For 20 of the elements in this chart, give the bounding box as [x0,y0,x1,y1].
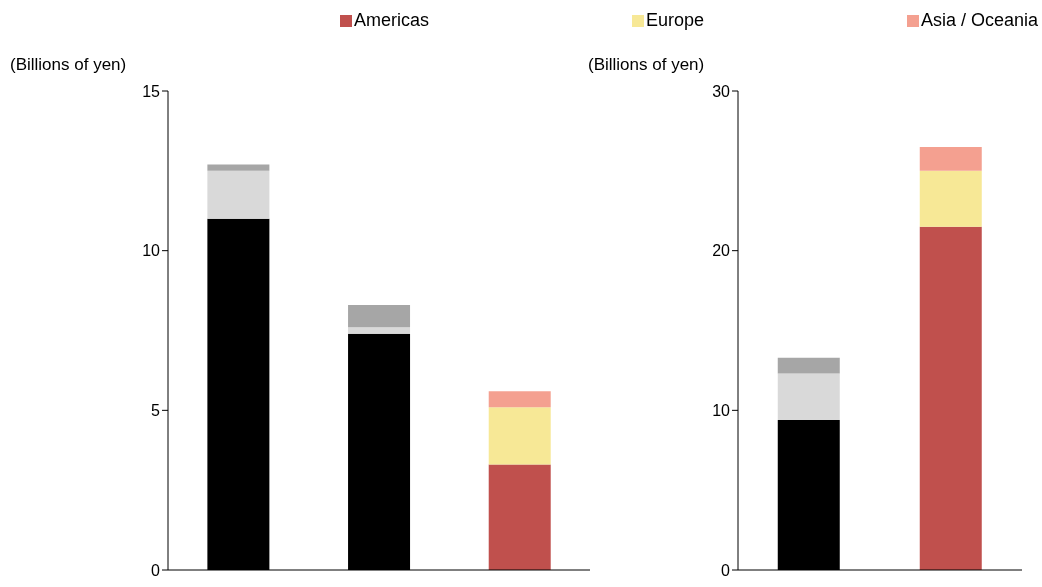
bar [348,304,411,328]
legend-label: Asia / Oceania [919,10,1038,31]
bar [488,391,551,408]
legend-label: Europe [644,10,704,31]
bar [207,170,270,219]
legend-label: Americas [353,10,430,31]
y-tick-label: 15 [142,82,161,100]
y-tick-label: 30 [712,82,731,100]
y-tick-label: 0 [721,561,731,579]
bar [488,464,551,570]
y-axis-title: (Billions of yen) [588,55,705,75]
bar [348,327,411,334]
y-tick-label: 0 [151,561,161,579]
y-axis-title: (Billions of yen) [10,55,127,75]
bar [207,164,270,171]
y-tick-label: 10 [142,242,161,260]
bar [488,407,551,465]
y-tick-label: 20 [712,242,731,260]
y-tick-label: 5 [151,402,161,420]
y-tick-label: 10 [712,402,731,420]
